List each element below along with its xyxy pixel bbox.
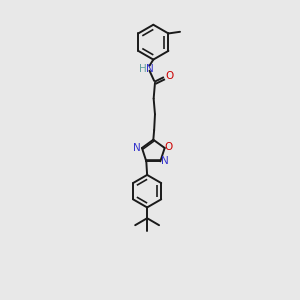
Text: N: N — [134, 142, 141, 153]
Text: O: O — [165, 142, 173, 152]
Text: N: N — [161, 156, 169, 166]
Text: N: N — [146, 64, 153, 74]
Text: H: H — [139, 64, 147, 74]
Text: O: O — [165, 71, 173, 81]
